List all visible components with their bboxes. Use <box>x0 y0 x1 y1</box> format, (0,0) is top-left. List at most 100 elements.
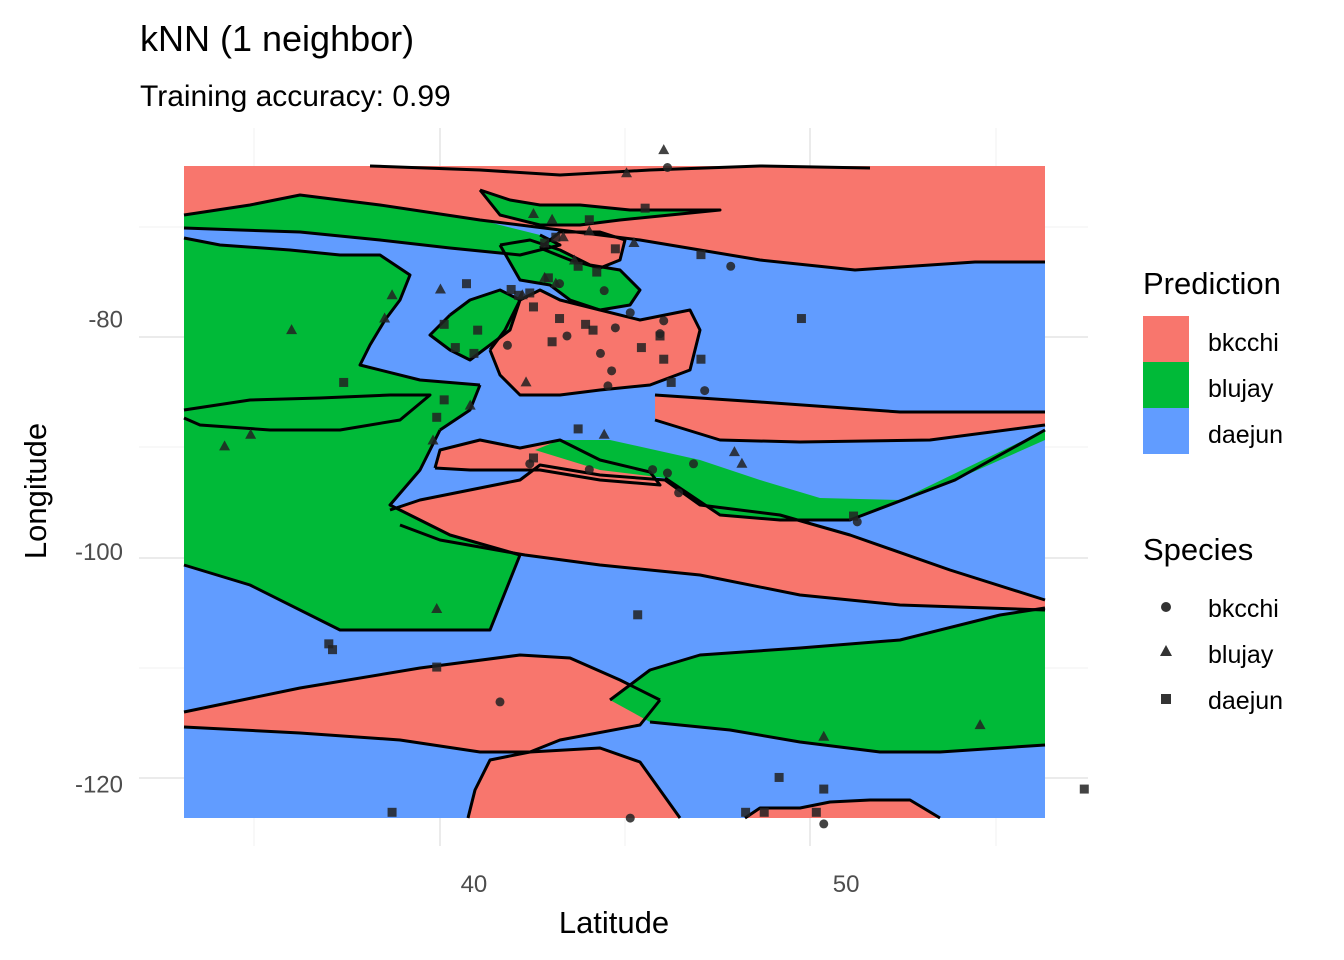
point-daejun <box>1079 784 1089 794</box>
species-legend-title: Species <box>1143 532 1253 567</box>
point-blujay <box>527 207 539 218</box>
chart-subtitle: Training accuracy: 0.99 <box>140 80 451 113</box>
y-tick-label: -120 <box>75 771 123 798</box>
region-blujay <box>184 195 560 255</box>
point-bkcchi <box>595 348 605 358</box>
point-daejun <box>573 261 583 271</box>
x-axis-title: Latitude <box>559 905 669 940</box>
point-daejun <box>387 807 397 817</box>
point-blujay <box>621 167 633 178</box>
boundary-line <box>183 429 522 632</box>
point-daejun <box>506 284 516 294</box>
point-blujay <box>520 376 532 387</box>
point-blujay <box>431 602 443 613</box>
legend-key-square-icon <box>1161 694 1171 704</box>
point-daejun <box>774 772 784 782</box>
region-blujay <box>610 608 1045 752</box>
point-bkcchi <box>662 468 672 478</box>
boundary-line <box>183 236 481 387</box>
boundary-line <box>183 393 432 432</box>
point-daejun <box>659 354 669 364</box>
boundary-line <box>369 164 871 177</box>
point-daejun <box>514 290 524 300</box>
point-daejun <box>573 424 583 434</box>
region-blujay <box>184 238 520 630</box>
point-daejun <box>328 645 338 655</box>
point-blujay <box>434 283 446 294</box>
point-blujay <box>245 428 257 439</box>
region-blujay <box>535 430 1045 520</box>
point-daejun <box>581 319 591 329</box>
region-bkcchi <box>745 800 940 818</box>
legend-label-bkcchi: bkcchi <box>1208 329 1279 357</box>
point-bkcchi <box>689 459 699 469</box>
point-daejun <box>640 203 650 213</box>
point-blujay <box>736 457 748 468</box>
point-daejun <box>528 453 538 463</box>
point-bkcchi <box>610 323 620 333</box>
point-blujay <box>583 225 595 236</box>
point-daejun <box>439 319 449 329</box>
point-blujay <box>427 434 439 445</box>
point-bkcchi <box>607 366 617 376</box>
point-daejun <box>469 348 479 358</box>
boundary-line <box>183 699 662 754</box>
boundary-line <box>664 428 1046 522</box>
point-daejun <box>741 807 751 817</box>
chart-title: kNN (1 neighbor) <box>140 18 414 59</box>
point-bkcchi <box>625 813 635 823</box>
point-daejun <box>543 273 553 283</box>
legend-key-blujay <box>1143 362 1189 408</box>
point-daejun <box>439 395 449 405</box>
region-blujay <box>430 290 520 360</box>
point-bkcchi <box>659 316 669 326</box>
legend-label-blujay: blujay <box>1208 375 1274 403</box>
y-tick-label: -100 <box>75 539 123 566</box>
species-legend: Species bkcchi blujay daejun <box>1143 532 1283 715</box>
point-bkcchi <box>495 697 505 707</box>
point-daejun <box>540 238 550 248</box>
boundary-line <box>399 523 1046 612</box>
point-bkcchi <box>603 381 613 391</box>
point-daejun <box>547 337 557 347</box>
point-bkcchi <box>562 331 572 341</box>
point-daejun <box>655 331 665 341</box>
point-daejun <box>592 267 602 277</box>
point-bkcchi <box>819 819 829 829</box>
region-bkcchi <box>390 465 1045 610</box>
boundary-line <box>466 746 682 819</box>
legend-key-triangle-icon <box>1160 645 1172 656</box>
region-bkcchi <box>435 440 660 485</box>
boundary-line <box>478 188 722 227</box>
point-daejun <box>811 807 821 817</box>
boundary-line <box>183 193 1045 272</box>
data-points <box>219 144 1089 829</box>
point-daejun <box>432 662 442 672</box>
region-bkcchi <box>468 748 680 818</box>
prediction-regions <box>184 166 1045 818</box>
point-daejun <box>696 250 706 260</box>
x-tick-label: 50 <box>833 871 860 898</box>
legend-label-daejun: daejun <box>1208 421 1283 449</box>
boundary-line <box>433 438 662 487</box>
region-blujay <box>184 395 430 430</box>
point-blujay <box>386 289 398 300</box>
point-daejun <box>610 244 620 254</box>
point-daejun <box>525 288 535 298</box>
point-bkcchi <box>648 465 658 475</box>
y-tick-label: -80 <box>88 307 123 334</box>
legend-key-bkcchi <box>1143 316 1189 362</box>
point-blujay <box>598 428 610 439</box>
legend-key-daejun <box>1143 408 1189 454</box>
point-daejun <box>633 610 643 620</box>
point-daejun <box>666 377 676 387</box>
point-blujay <box>658 144 670 155</box>
boundary-line <box>609 606 1046 702</box>
boundary-line <box>649 720 1046 754</box>
point-daejun <box>461 279 471 289</box>
point-daejun <box>796 314 806 324</box>
boundary-line <box>389 463 1046 602</box>
boundary-line <box>654 418 1046 444</box>
prediction-legend-title: Prediction <box>1143 266 1281 301</box>
